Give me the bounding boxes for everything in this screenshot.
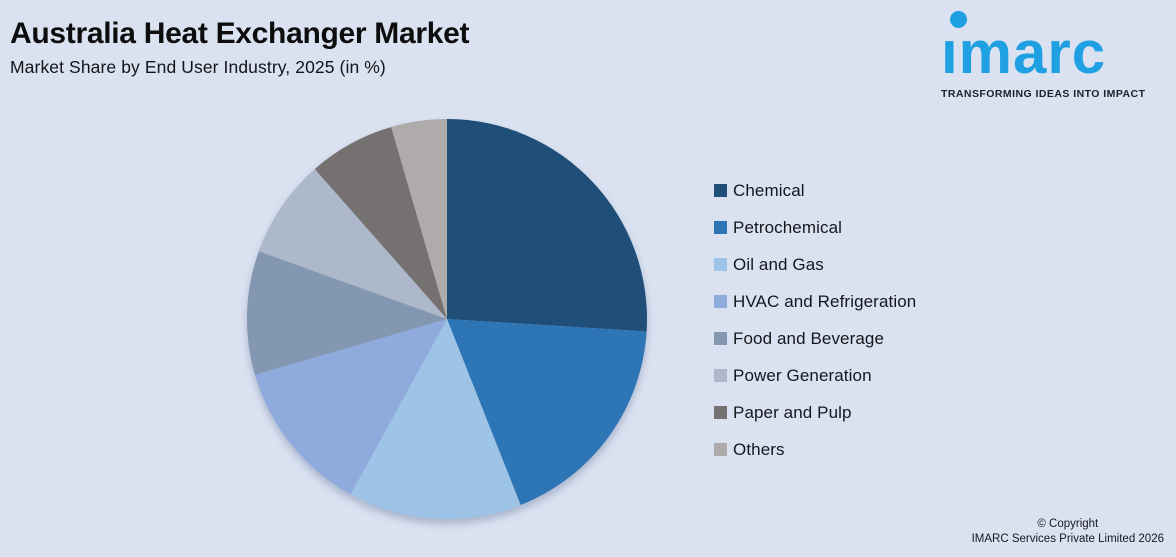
legend-label: Power Generation	[733, 365, 872, 385]
legend-swatch-icon	[714, 258, 727, 271]
legend-item-others: Others	[714, 431, 916, 468]
legend-swatch-icon	[714, 332, 727, 345]
legend-label: Chemical	[733, 180, 805, 200]
pie-slice-petrochemical	[447, 319, 647, 505]
page-title: Australia Heat Exchanger Market	[10, 17, 470, 50]
pie-slice-power-generation	[258, 168, 447, 319]
legend-item-oil-and-gas: Oil and Gas	[714, 246, 916, 283]
legend-swatch-icon	[714, 443, 727, 456]
legend-swatch-icon	[714, 406, 727, 419]
legend-item-paper-and-pulp: Paper and Pulp	[714, 394, 916, 431]
pie-slice-paper-and-pulp	[314, 126, 447, 319]
pie-slice-food-and-beverage	[246, 251, 447, 375]
legend-label: Petrochemical	[733, 217, 843, 237]
legend-swatch-icon	[714, 369, 727, 382]
legend-label: Paper and Pulp	[733, 402, 852, 422]
legend-swatch-icon	[714, 221, 727, 234]
pie-slice-chemical	[447, 119, 648, 332]
legend-label: Food and Beverage	[733, 328, 885, 348]
pie-slice-hvac-and-refrigeration	[254, 319, 447, 495]
legend-item-chemical: Chemical	[714, 172, 916, 209]
legend-swatch-icon	[714, 184, 727, 197]
copyright-line-2: IMARC Services Private Limited 2026	[971, 533, 1164, 545]
logo-dot-icon	[950, 11, 967, 28]
legend-item-power-generation: Power Generation	[714, 357, 916, 394]
legend-item-food-and-beverage: Food and Beverage	[714, 320, 916, 357]
pie-chart	[246, 119, 648, 520]
legend-label: Oil and Gas	[733, 254, 824, 274]
pie-slice-oil-and-gas	[350, 319, 521, 520]
legend-swatch-icon	[714, 295, 727, 308]
legend-item-hvac-and-refrigeration: HVAC and Refrigeration	[714, 283, 916, 320]
imarc-logo: ımarc TRANSFORMING IDEAS INTO IMPACT	[941, 8, 1173, 100]
copyright-notice: © Copyright IMARC Services Private Limit…	[972, 517, 1164, 547]
logo-wordmark: ımarc	[941, 19, 1107, 86]
legend-label: Others	[733, 439, 785, 459]
pie-slice-others	[391, 119, 447, 319]
page-subtitle: Market Share by End User Industry, 2025 …	[10, 57, 386, 77]
legend-item-petrochemical: Petrochemical	[714, 209, 916, 246]
chart-legend: Chemical Petrochemical Oil and Gas HVAC and…	[714, 172, 916, 468]
legend-label: HVAC and Refrigeration	[733, 291, 917, 311]
copyright-line-1: © Copyright	[1037, 518, 1099, 530]
logo-tagline: TRANSFORMING IDEAS INTO IMPACT	[941, 88, 1146, 100]
header: Australia Heat Exchanger Market Market S…	[10, 16, 470, 78]
